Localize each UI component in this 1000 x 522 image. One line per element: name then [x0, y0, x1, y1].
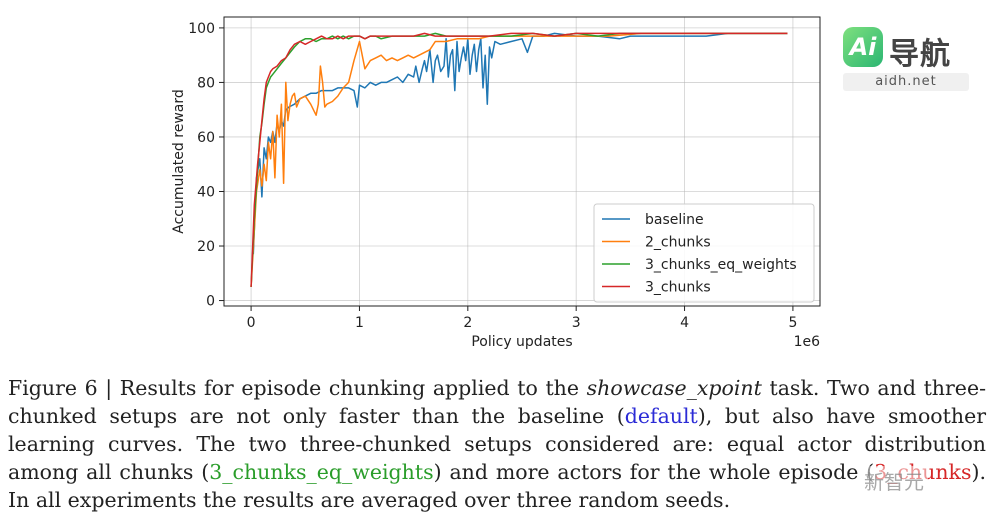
- series-line-baseline: [252, 32, 788, 255]
- caption-text-3: ), but also have smoother learning curve…: [8, 404, 986, 484]
- y-tick-label: 80: [197, 75, 215, 91]
- y-tick-label: 20: [197, 239, 215, 255]
- legend-label: baseline: [645, 212, 704, 228]
- watermark-badge-icon: Ai: [843, 27, 883, 67]
- x-axis-label: Policy updates: [471, 334, 572, 350]
- series-line-2-chunks: [250, 32, 788, 287]
- y-axis-label: Accumulated reward: [171, 89, 187, 234]
- plot-area-frame: [223, 16, 821, 307]
- caption-default-label: default: [624, 404, 698, 428]
- chart: 0 1 2 3 4 5 0 20 40 60 80 100 Policy updates Accumu…: [171, 16, 821, 350]
- series-lines: [250, 32, 788, 287]
- caption-text-4: ) and more actors for the whole episode …: [433, 460, 875, 484]
- y-tick-label: 100: [188, 21, 215, 37]
- axis-ticks: 0 1 2 3 4 5 0 20 40 60 80 100: [188, 21, 797, 331]
- legend-label: 3_chunks: [645, 280, 711, 296]
- x-tick-label: 4: [680, 315, 689, 331]
- x-axis-offset-label: 1e6: [794, 334, 821, 350]
- series-line-3-chunks: [250, 32, 788, 287]
- caption-text-5: ). In all experiments the results are av…: [8, 460, 986, 512]
- legend-label: 2_chunks: [645, 235, 711, 251]
- caption-task-name: showcase_xpoint: [586, 376, 762, 400]
- y-tick-label: 60: [197, 130, 215, 146]
- y-tick-label: 40: [197, 184, 215, 200]
- legend: baseline 2_chunks 3_chunks_eq_weights 3_chu…: [593, 203, 815, 303]
- x-tick-label: 3: [572, 315, 581, 331]
- figure-caption: Figure 6 | Results for episode chunking …: [8, 374, 986, 514]
- caption-text-2: task. Two and three-chunked setups are n…: [8, 376, 986, 428]
- caption-eq-weights-label: 3_chunks_eq_weights: [209, 460, 434, 484]
- watermark-name: 导航: [889, 37, 951, 72]
- legend-label: 3_chunks_eq_weights: [645, 257, 797, 273]
- watermark-logo: Ai 导航 aidh.net: [843, 27, 969, 93]
- caption-text-1: Figure 6 | Results for episode chunking …: [8, 376, 587, 400]
- legend-box: [593, 203, 815, 303]
- x-tick-label: 5: [788, 315, 797, 331]
- x-tick-label: 2: [463, 315, 472, 331]
- x-tick-label: 0: [247, 315, 256, 331]
- corner-watermark: 新智元: [860, 466, 928, 495]
- watermark-url: aidh.net: [843, 73, 969, 91]
- y-tick-label: 0: [206, 294, 215, 310]
- x-tick-label: 1: [355, 315, 364, 331]
